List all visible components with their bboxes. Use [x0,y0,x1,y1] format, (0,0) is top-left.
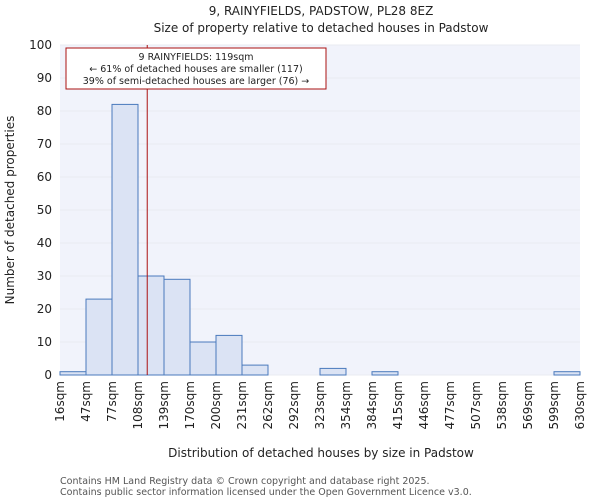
x-tick-label: 77sqm [105,381,119,422]
x-axis-ticks: 16sqm 47sqm 77sqm 108sqm 139sqm 170sqm 200sqm 2… [53,381,587,429]
y-tick-label: 100 [29,38,52,52]
bar [215,334,243,376]
bar [59,371,87,376]
x-tick-label: 47sqm [79,381,93,422]
bar [371,371,399,376]
annotation-line-2: ← 61% of detached houses are smaller (11… [89,64,302,75]
x-tick-label: 630sqm [573,381,587,429]
x-tick-label: 16sqm [53,381,67,422]
chart-subtitle: Size of property relative to detached ho… [154,21,489,35]
bar [163,278,191,376]
x-axis-label: Distribution of detached houses by size … [168,446,474,460]
x-tick-label: 538sqm [495,381,509,429]
x-tick-label: 599sqm [547,381,561,429]
footer-line-1: Contains HM Land Registry data © Crown c… [60,476,430,487]
bar [241,364,269,376]
x-tick-label: 139sqm [157,381,171,429]
annotation-box: 9 RAINYFIELDS: 119sqm ← 61% of detached … [65,47,327,90]
x-tick-label: 354sqm [339,381,353,429]
bar [319,367,347,376]
x-tick-label: 170sqm [183,381,197,429]
x-tick-label: 569sqm [521,381,535,429]
x-tick-label: 108sqm [131,381,145,429]
bar [85,298,113,376]
x-tick-label: 507sqm [469,381,483,429]
x-tick-label: 262sqm [261,381,275,429]
x-tick-label: 446sqm [417,381,431,429]
y-tick-label: 90 [37,71,52,85]
bars [59,103,581,376]
bar [137,275,165,376]
bar [111,103,139,376]
y-axis-label: Number of detached properties [3,116,17,305]
y-tick-label: 30 [37,269,52,283]
y-tick-label: 40 [37,236,52,250]
y-tick-label: 0 [44,368,52,382]
annotation-line-1: 9 RAINYFIELDS: 119sqm [139,52,254,63]
bar [189,341,217,376]
annotation-frame [65,47,327,90]
x-tick-label: 415sqm [391,381,405,429]
x-tick-label: 231sqm [235,381,249,429]
x-tick-label: 200sqm [209,381,223,429]
footer-line-2: Contains public sector information licen… [60,487,472,498]
bar [553,371,581,376]
x-tick-label: 323sqm [313,381,327,429]
annotation-line-3: 39% of semi-detached houses are larger (… [83,76,310,87]
x-tick-label: 292sqm [287,381,301,429]
x-tick-label: 477sqm [443,381,457,429]
y-tick-label: 50 [37,203,52,217]
y-tick-label: 10 [37,335,52,349]
chart-title: 9, RAINYFIELDS, PADSTOW, PL28 8EZ [209,4,434,18]
y-tick-label: 80 [37,104,52,118]
y-tick-label: 60 [37,170,52,184]
y-tick-label: 70 [37,137,52,151]
y-axis-ticks: 0 10 20 30 40 50 60 70 80 90 100 [29,38,52,382]
x-tick-label: 384sqm [365,381,379,429]
y-tick-label: 20 [37,302,52,316]
